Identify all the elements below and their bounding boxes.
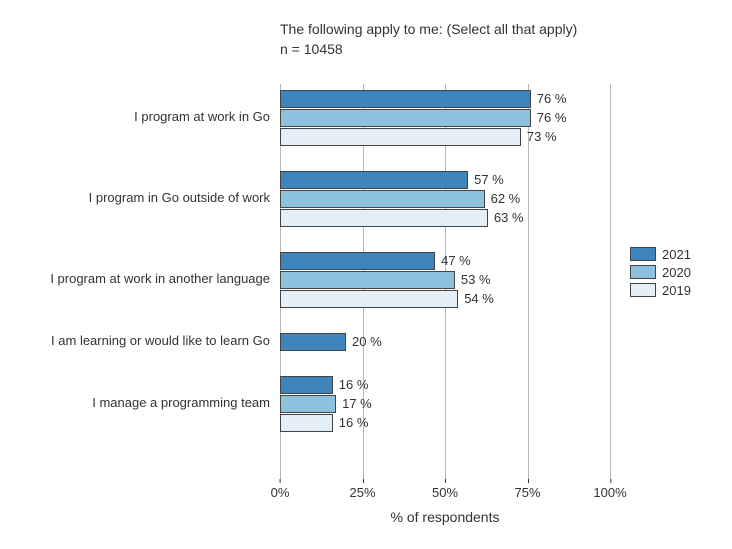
bar-row: 76 % bbox=[280, 109, 610, 127]
chart-container: The following apply to me: (Select all t… bbox=[0, 0, 732, 549]
bar-value-label: 54 % bbox=[458, 290, 494, 308]
bar-row: 76 % bbox=[280, 90, 610, 108]
bar-group: 76 %76 %73 % bbox=[280, 90, 610, 146]
legend-item: 2020 bbox=[630, 263, 691, 281]
chart-title: The following apply to me: (Select all t… bbox=[280, 20, 577, 59]
legend-item: 2019 bbox=[630, 281, 691, 299]
bar-group: 16 %17 %16 % bbox=[280, 376, 610, 432]
legend-label: 2020 bbox=[662, 265, 691, 280]
bar-value-label: 62 % bbox=[485, 190, 521, 208]
bar-row: 17 % bbox=[280, 395, 610, 413]
bar-row: 62 % bbox=[280, 190, 610, 208]
bar-row: 53 % bbox=[280, 271, 610, 289]
bar bbox=[280, 171, 468, 189]
bar-group: 20 % bbox=[280, 333, 610, 351]
bar-value-label: 73 % bbox=[521, 128, 557, 146]
category-label: I program in Go outside of work bbox=[0, 190, 270, 207]
bar-group: 57 %62 %63 % bbox=[280, 171, 610, 227]
bar-row: 57 % bbox=[280, 171, 610, 189]
gridline bbox=[610, 84, 611, 479]
bar-row: 63 % bbox=[280, 209, 610, 227]
bar-row: 47 % bbox=[280, 252, 610, 270]
bar bbox=[280, 290, 458, 308]
legend-label: 2021 bbox=[662, 247, 691, 262]
bar-value-label: 53 % bbox=[455, 271, 491, 289]
category-label: I program at work in Go bbox=[0, 109, 270, 126]
legend-swatch bbox=[630, 283, 656, 297]
category-label: I manage a programming team bbox=[0, 395, 270, 412]
x-tick: 0% bbox=[271, 485, 290, 500]
bar-row: 54 % bbox=[280, 290, 610, 308]
x-tick: 75% bbox=[514, 485, 540, 500]
bar bbox=[280, 395, 336, 413]
bar-row: 16 % bbox=[280, 376, 610, 394]
bar bbox=[280, 190, 485, 208]
legend-label: 2019 bbox=[662, 283, 691, 298]
bar-value-label: 76 % bbox=[531, 90, 567, 108]
bar bbox=[280, 90, 531, 108]
bar-value-label: 47 % bbox=[435, 252, 471, 270]
legend-item: 2021 bbox=[630, 245, 691, 263]
bar-row: 73 % bbox=[280, 128, 610, 146]
bar bbox=[280, 376, 333, 394]
x-tick: 25% bbox=[349, 485, 375, 500]
chart-title-line2: n = 10458 bbox=[280, 40, 577, 60]
chart-title-line1: The following apply to me: (Select all t… bbox=[280, 20, 577, 40]
legend-swatch bbox=[630, 265, 656, 279]
plot-area: 0%25%50%75%100%76 %76 %73 %I program at … bbox=[280, 84, 610, 479]
bar bbox=[280, 252, 435, 270]
bar bbox=[280, 109, 531, 127]
bar-value-label: 63 % bbox=[488, 209, 524, 227]
bar bbox=[280, 209, 488, 227]
bar-value-label: 20 % bbox=[346, 333, 382, 351]
category-label: I am learning or would like to learn Go bbox=[0, 333, 270, 350]
bar-value-label: 57 % bbox=[468, 171, 504, 189]
bar-value-label: 76 % bbox=[531, 109, 567, 127]
bar-row: 20 % bbox=[280, 333, 610, 351]
category-label: I program at work in another language bbox=[0, 271, 270, 288]
legend: 2021 2020 2019 bbox=[630, 245, 691, 299]
bar-group: 47 %53 %54 % bbox=[280, 252, 610, 308]
bar bbox=[280, 128, 521, 146]
legend-swatch bbox=[630, 247, 656, 261]
bar bbox=[280, 271, 455, 289]
bar-value-label: 16 % bbox=[333, 414, 369, 432]
bar bbox=[280, 333, 346, 351]
bar-row: 16 % bbox=[280, 414, 610, 432]
x-tick: 100% bbox=[593, 485, 626, 500]
bar bbox=[280, 414, 333, 432]
bar-value-label: 16 % bbox=[333, 376, 369, 394]
x-axis-label: % of respondents bbox=[391, 509, 500, 525]
bar-value-label: 17 % bbox=[336, 395, 372, 413]
x-tick: 50% bbox=[432, 485, 458, 500]
